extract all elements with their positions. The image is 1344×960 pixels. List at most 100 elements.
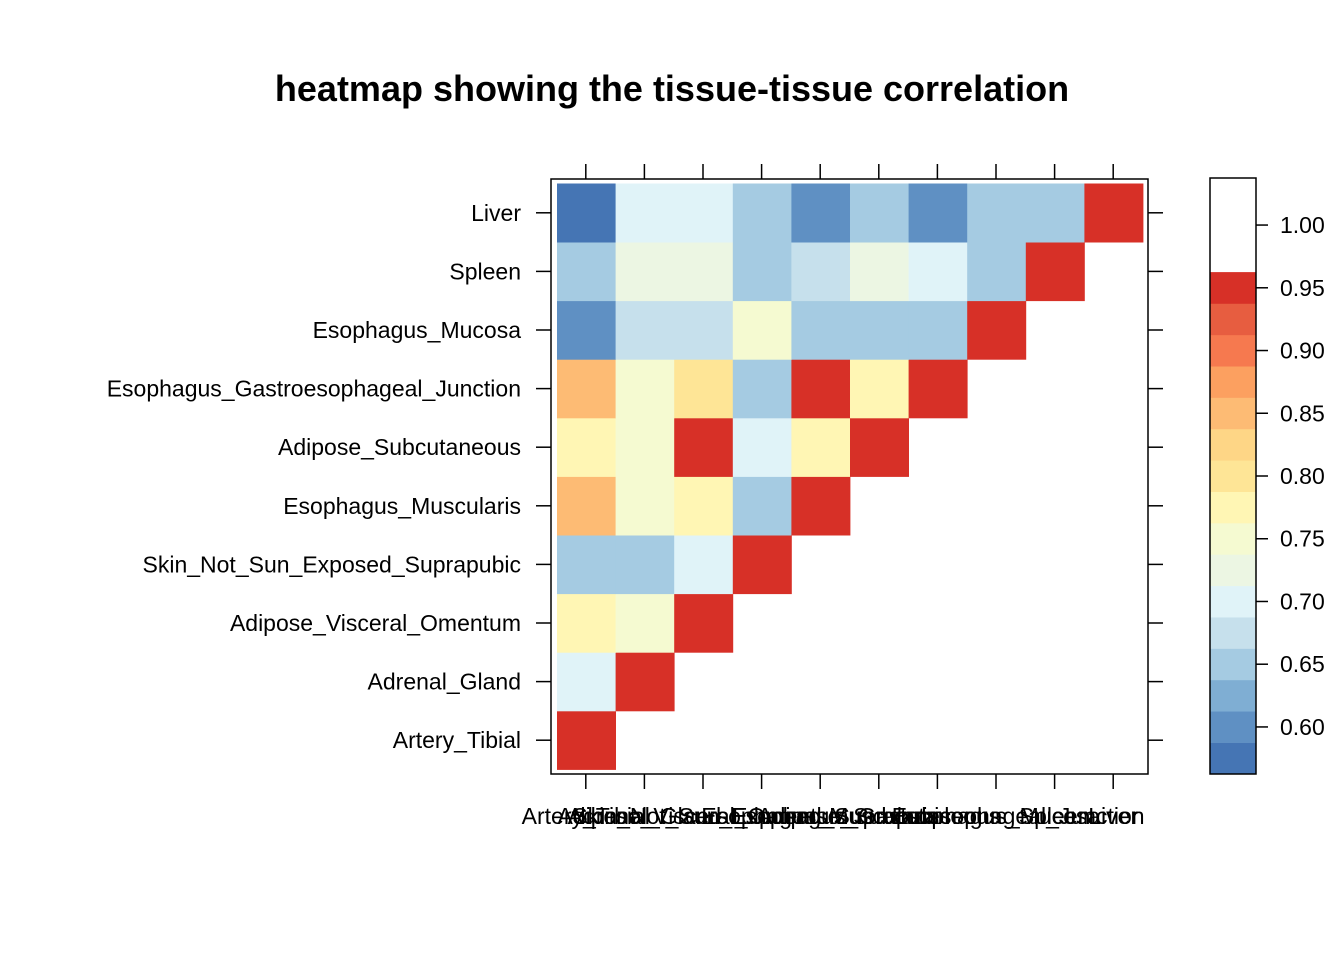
heatmap-cell (557, 710, 616, 770)
color-key-swatch (1210, 397, 1256, 430)
heatmap-cell (732, 535, 792, 595)
color-key-swatch (1210, 742, 1256, 775)
heatmap-cell (732, 417, 792, 477)
x-tick-label: Esophagus_Mucosa (892, 803, 1101, 829)
heatmap-cell (850, 359, 909, 419)
color-key-swatch (1210, 554, 1256, 587)
x-tick-label: Skin_Not_Sun_Exposed_Suprapubic (572, 803, 951, 829)
heatmap-cell (615, 535, 675, 595)
x-tick-label: Adrenal_Gland (568, 803, 721, 829)
heatmap-cell (732, 359, 792, 419)
heatmap-cell (557, 359, 616, 419)
heatmap-cell (615, 476, 675, 536)
y-tick-label: Esophagus_Mucosa (313, 317, 522, 343)
heatmap-cell (674, 242, 734, 302)
chart-title: heatmap showing the tissue-tissue correl… (275, 68, 1069, 109)
heatmap-cell (557, 183, 616, 243)
y-tick-label: Skin_Not_Sun_Exposed_Suprapubic (143, 551, 522, 577)
y-tick-label: Adrenal_Gland (368, 669, 521, 695)
heatmap-cell (791, 183, 851, 243)
color-key-swatch (1210, 491, 1256, 524)
heatmap-cells (557, 183, 1144, 770)
color-key-swatch (1210, 428, 1256, 461)
color-key-label: 1.00 (1280, 212, 1325, 238)
heatmap-cell (615, 652, 675, 712)
heatmap-cell (615, 242, 675, 302)
heatmap-cell (967, 242, 1027, 302)
heatmap-cell (615, 359, 675, 419)
y-tick-label: Spleen (449, 258, 521, 284)
x-tick-label: Adipose_Visceral_Omentum (557, 803, 848, 829)
heatmap-cell (732, 476, 792, 536)
color-key-swatch (1210, 366, 1256, 398)
color-key-swatch (1210, 272, 1256, 304)
x-tick-label: Esophagus_Muscularis (701, 803, 939, 829)
y-tick-label: Esophagus_Muscularis (283, 493, 521, 519)
y-tick-label: Adipose_Visceral_Omentum (230, 610, 521, 636)
color-key-swatch (1210, 334, 1256, 367)
heatmap-cell (557, 476, 616, 536)
heatmap-cell (615, 183, 675, 243)
heatmap-cell (557, 417, 616, 477)
heatmap-cell (557, 593, 616, 653)
x-tick-label: Esophagus_Gastroesophageal_Junction (730, 803, 1144, 829)
x-tick-label: Artery_Tibial (522, 803, 650, 829)
color-key-label: 0.90 (1280, 338, 1325, 364)
heatmap-cell (615, 417, 675, 477)
heatmap-cell (850, 183, 909, 243)
heatmap-cell (791, 476, 851, 536)
heatmap-cell (674, 476, 734, 536)
heatmap-cell (791, 417, 851, 477)
heatmap-cell (908, 183, 968, 243)
x-tick-label: Spleen (1019, 803, 1091, 829)
color-key-swatch (1210, 523, 1256, 555)
heatmap-cell (674, 183, 734, 243)
color-key-swatch (1210, 460, 1256, 492)
y-tick-label: Artery_Tibial (393, 727, 521, 753)
color-key-label: 0.75 (1280, 526, 1325, 552)
heatmap-cell (1025, 242, 1085, 302)
color-key-swatch (1210, 585, 1256, 618)
color-key-label: 0.95 (1280, 275, 1325, 301)
heatmap-cell (615, 300, 675, 360)
y-axis: Artery_Tibial Adrenal_Gland Adipose_Viscer… (107, 200, 1163, 753)
heatmap-cell (557, 242, 616, 302)
color-key-label: 0.80 (1280, 463, 1325, 489)
color-key-label: 0.70 (1280, 588, 1325, 614)
heatmap-cell (850, 242, 909, 302)
x-tick-label: Adipose_Subcutaneous (757, 803, 1000, 829)
heatmap-cell (850, 417, 909, 477)
heatmap-cell (557, 300, 616, 360)
heatmap-cell (674, 593, 734, 653)
heatmap-cell (732, 300, 792, 360)
heatmap-cell (908, 242, 968, 302)
heatmap-cell (557, 535, 616, 595)
heatmap-cell (1084, 183, 1144, 243)
color-key-swatch (1210, 617, 1256, 649)
x-axis: Artery_TibialAdrenal_GlandAdipose_Viscer… (522, 164, 1145, 829)
heatmap-cell (908, 300, 968, 360)
heatmap-cell (791, 359, 851, 419)
color-key-label: 0.65 (1280, 651, 1325, 677)
heatmap-cell (732, 183, 792, 243)
heatmap-cell (674, 535, 734, 595)
heatmap-cell (674, 300, 734, 360)
heatmap-cell (850, 300, 909, 360)
heatmap-cell (791, 242, 851, 302)
color-key-swatch (1210, 679, 1256, 712)
heatmap-cell (967, 300, 1027, 360)
color-key: 0.60 0.65 0.70 0.75 0.80 0.85 0.90 0.95 1.00 (1209, 177, 1325, 775)
heatmap-cell (1025, 183, 1085, 243)
color-key-label: 0.85 (1280, 400, 1325, 426)
heatmap-cell (908, 359, 968, 419)
x-tick-label: Liver (1088, 803, 1138, 829)
y-tick-label: Liver (471, 200, 521, 226)
y-tick-label: Esophagus_Gastroesophageal_Junction (107, 376, 521, 402)
heatmap-cell (674, 417, 734, 477)
color-key-swatch (1210, 303, 1256, 336)
plot-frame (550, 178, 1149, 775)
heatmap-cell (967, 183, 1027, 243)
heatmap-cell (615, 593, 675, 653)
color-key-swatch (1210, 711, 1256, 743)
